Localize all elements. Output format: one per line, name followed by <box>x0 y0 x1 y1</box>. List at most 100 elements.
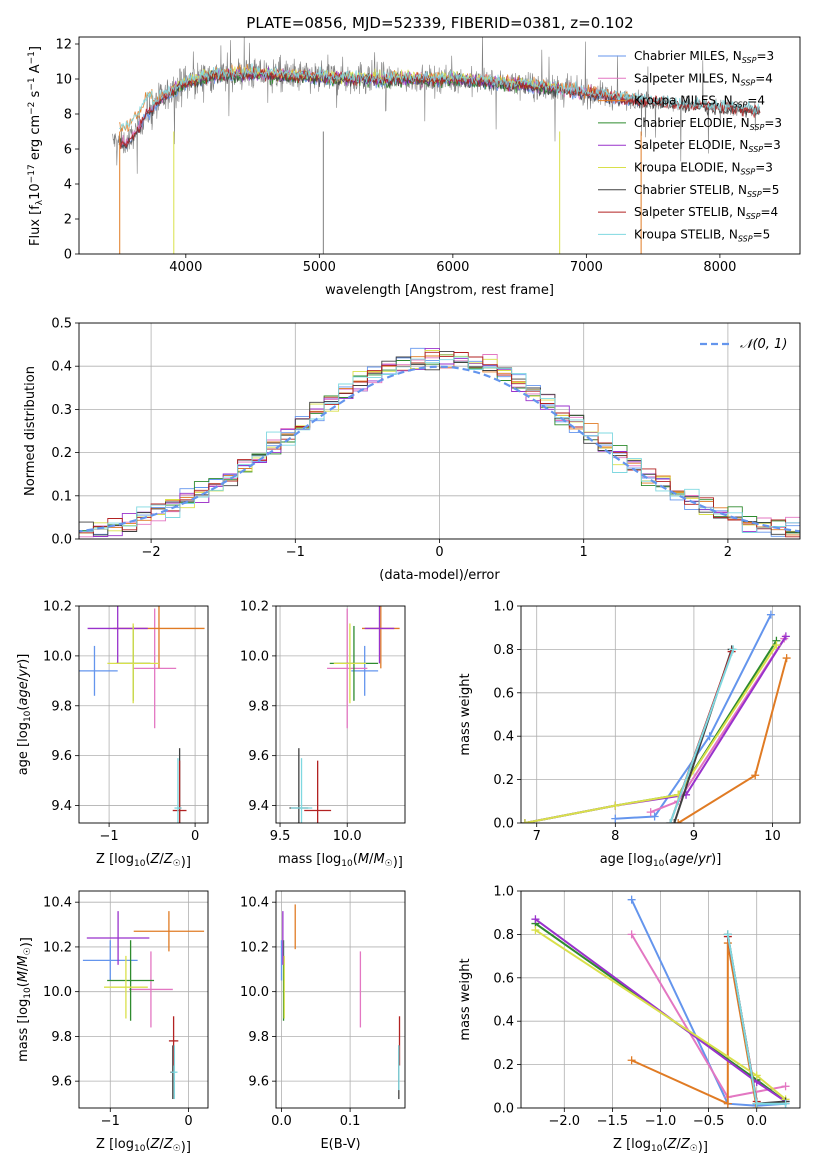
weight-marker <box>521 819 529 823</box>
y-tick-label: 9.8 <box>51 699 72 714</box>
x-tick-label: −2 <box>142 545 161 560</box>
x-tick-label: 7 <box>533 829 541 844</box>
weight-series-2 <box>631 942 758 1108</box>
weight-marker <box>627 895 636 904</box>
x-axis-label: Z [log10(Z/Z☉)] <box>96 1137 191 1155</box>
y-axis-label: Normed distribution <box>23 366 38 496</box>
errorbar-point <box>290 758 313 823</box>
y-tick-label: 9.8 <box>248 699 269 714</box>
y-axis-label: Flux [fλ10−17 erg cm−2 s−1 A−1] <box>27 46 45 246</box>
plot-age-vs-Z: −1 0 9.4 9.6 9.8 10.0 10.2 Z [log10(Z/Z☉)] age [… <box>16 600 209 870</box>
weight-marker <box>723 930 732 939</box>
x-tick-label: 8 <box>611 829 619 844</box>
y-tick-label: 4 <box>64 178 72 193</box>
y-tick-label: 10.0 <box>240 985 269 1000</box>
y-tick-label: 8 <box>64 108 72 123</box>
errorbar-point <box>168 1016 179 1066</box>
plot-massweight-vs-Z: −2.0 −1.5 −1.0 −0.5 0.0 0.0 0.2 0.4 0.6 0.8 1.0 Z [… <box>458 885 801 1155</box>
axes-frame <box>78 890 209 1109</box>
weight-series-0 <box>630 899 786 1107</box>
axes-frame <box>78 322 801 540</box>
y-tick-label: 0.4 <box>493 1015 514 1030</box>
y-tick-label: 0.5 <box>51 317 72 332</box>
plot-residuals: −2 −1 0 1 2 0.0 0.1 0.2 0.3 0.4 0.5 (data-model)/er… <box>23 317 801 583</box>
y-tick-label: 10.0 <box>43 985 72 1000</box>
errorbar-point <box>82 940 138 981</box>
axes-frame <box>78 605 209 824</box>
weight-marker <box>627 1056 636 1065</box>
y-tick-label: 0.2 <box>493 773 514 788</box>
plot-area <box>112 37 761 254</box>
weight-marker <box>772 641 781 650</box>
y-axis-label: mass weight <box>458 958 473 1040</box>
plot-area <box>276 891 405 1108</box>
errorbar-point <box>174 758 182 823</box>
y-tick-label: 2 <box>64 213 72 228</box>
plot-spectrum: 4000 5000 6000 7000 8000 0 2 4 6 8 10 12 PLATE=0856,… <box>27 14 801 298</box>
y-tick-label: 0.6 <box>493 971 514 986</box>
weight-marker <box>782 654 791 663</box>
legend-entry: Chabrier STELIB, NSSP=5 <box>634 183 779 199</box>
y-tick-label: 10.2 <box>240 940 269 955</box>
errorbar-point <box>79 645 118 696</box>
y-tick-label: 0.0 <box>493 817 514 832</box>
weight-series-2 <box>677 657 788 823</box>
legend-entry: Chabrier ELODIE, NSSP=3 <box>634 116 782 132</box>
y-tick-label: 10.2 <box>43 940 72 955</box>
weight-marker <box>751 771 760 780</box>
errorbar-point <box>172 760 187 823</box>
weight-marker <box>781 632 790 641</box>
y-tick-label: 1.0 <box>493 600 514 615</box>
errorbar-point <box>333 623 367 704</box>
plot-area <box>79 891 208 1108</box>
errorbar-point <box>304 760 332 823</box>
x-tick-label: 5000 <box>303 260 336 275</box>
x-tick-label: 2 <box>724 545 732 560</box>
x-tick-label: 10 <box>764 829 781 844</box>
y-tick-label: 0.8 <box>493 643 514 658</box>
plot-area <box>276 606 405 823</box>
y-axis-label: mass weight <box>458 673 473 755</box>
x-tick-label: 9.5 <box>270 829 291 844</box>
y-tick-label: 10.4 <box>43 896 72 911</box>
weight-marker <box>766 610 775 619</box>
x-tick-label: 0 <box>435 545 443 560</box>
y-tick-label: 0 <box>64 248 72 263</box>
x-tick-label: 8000 <box>703 260 736 275</box>
y-tick-label: 12 <box>55 38 72 53</box>
legend-entry: Kroupa ELODIE, NSSP=3 <box>634 161 773 177</box>
weight-marker <box>531 926 540 935</box>
weight-marker <box>674 819 683 823</box>
y-tick-label: 0.6 <box>493 686 514 701</box>
y-tick-label: 0.4 <box>493 730 514 745</box>
axes-frame <box>78 36 801 255</box>
errorbar-point <box>104 955 148 1019</box>
errorbar-point <box>107 623 159 704</box>
weight-series-3 <box>524 640 778 823</box>
errorbar-point <box>87 606 148 664</box>
x-axis-label: mass [log10(M/M☉)] <box>278 852 403 870</box>
weight-marker <box>729 645 738 654</box>
x-tick-label: 7000 <box>570 260 603 275</box>
y-tick-label: 0.0 <box>493 1102 514 1117</box>
legend-entry: Salpeter MILES, NSSP=4 <box>634 71 773 87</box>
weight-marker <box>531 915 540 924</box>
x-tick-label: 0.0 <box>271 1114 292 1129</box>
errorbar-point <box>129 951 173 1028</box>
axes-frame <box>520 890 801 1109</box>
y-tick-label: 9.6 <box>248 1075 269 1090</box>
x-axis-label: E(B-V) <box>320 1137 360 1152</box>
y-tick-label: 10.2 <box>240 600 269 615</box>
weight-marker <box>752 1099 761 1108</box>
legend-entry: Kroupa MILES, NSSP=4 <box>634 94 765 110</box>
x-axis-label: Z [log10(Z/Z☉)] <box>613 1137 708 1155</box>
y-tick-label: 9.4 <box>51 799 72 814</box>
x-tick-label: 0.0 <box>746 1114 767 1129</box>
y-tick-label: 6 <box>64 143 72 158</box>
axes-frame <box>520 605 801 824</box>
x-tick-label: −2.0 <box>549 1114 581 1129</box>
plot-mass-vs-ebv: 0.0 0.1 9.6 9.8 10.0 10.2 10.4 E(B-V) <box>240 890 406 1152</box>
y-tick-label: 10.2 <box>43 600 72 615</box>
plot-area <box>79 606 208 823</box>
